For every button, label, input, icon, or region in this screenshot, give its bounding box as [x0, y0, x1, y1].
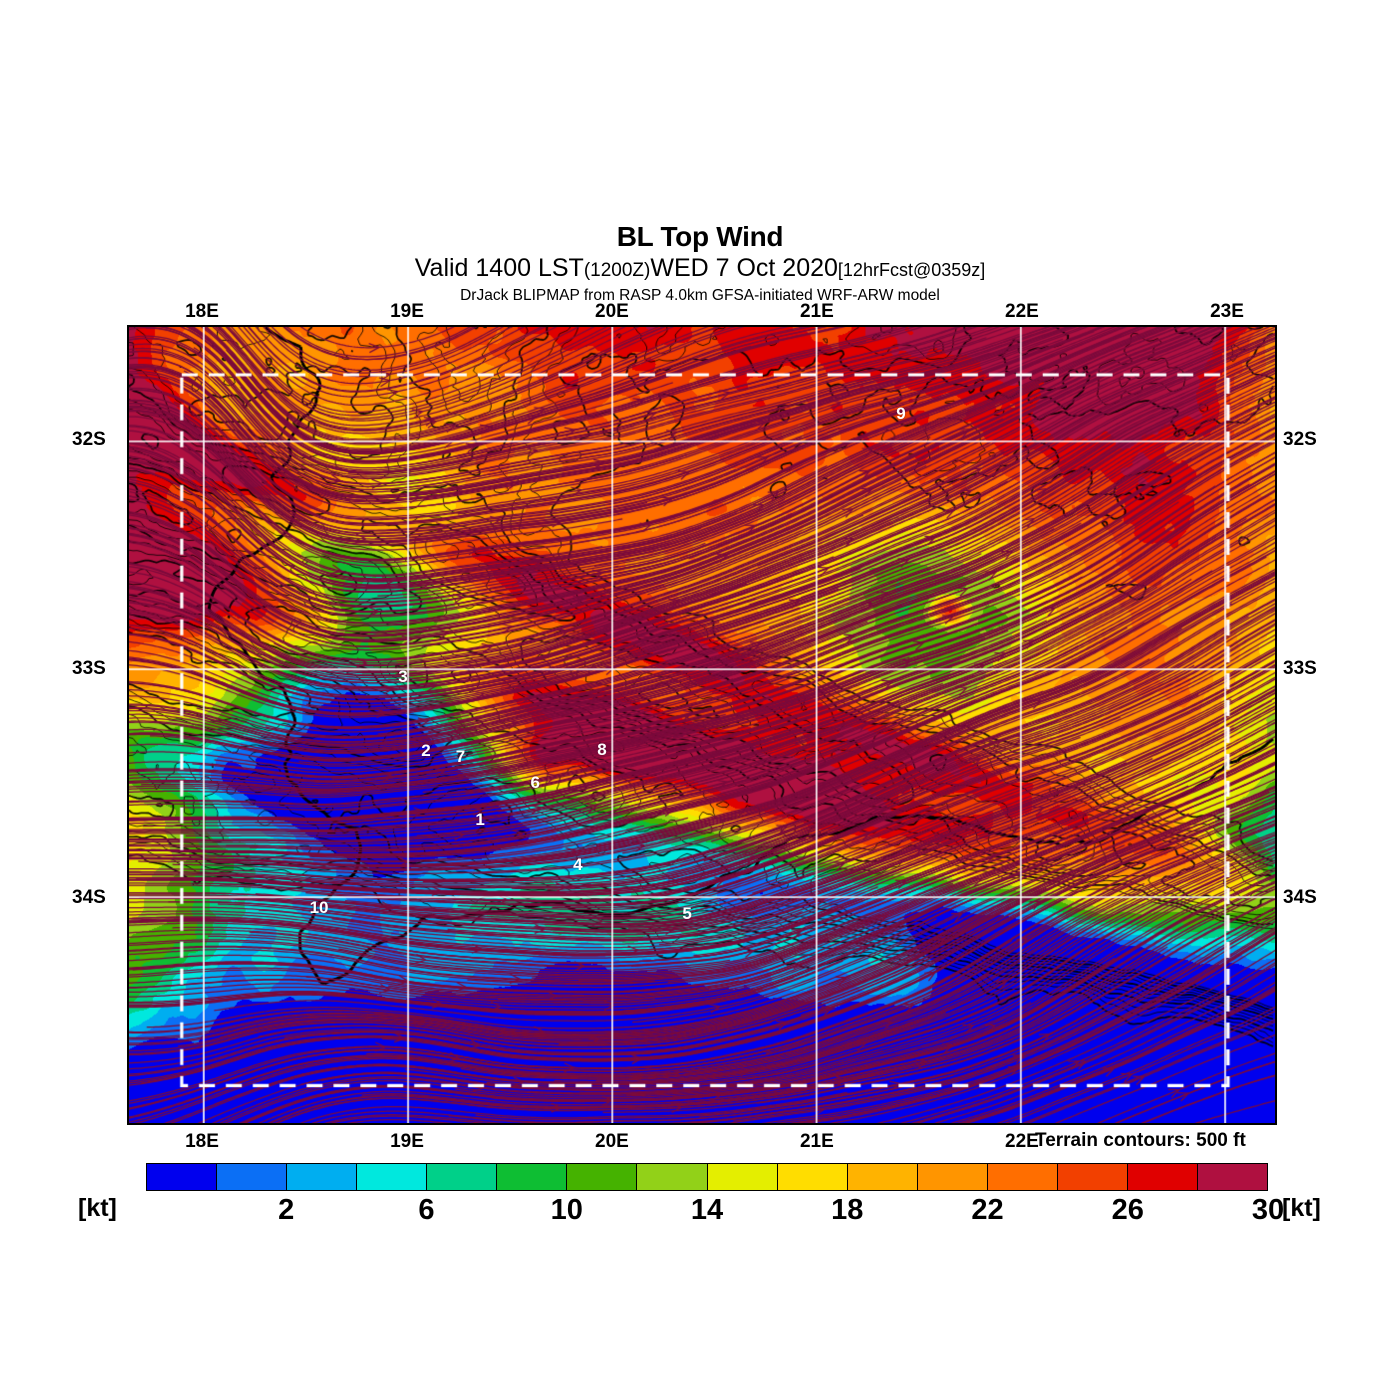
valid-time-utc: (1200Z)	[583, 260, 651, 281]
lon-label-top-0: 18E	[185, 301, 219, 322]
site-marker-8[interactable]: 8	[597, 740, 607, 760]
lon-label-bottom-1: 19E	[390, 1131, 424, 1152]
site-marker-3[interactable]: 3	[398, 667, 408, 686]
lon-label-bottom-4: 22E	[1005, 1131, 1039, 1152]
colorbar-band-8	[707, 1164, 778, 1190]
lat-label-left-1: 33S	[72, 658, 106, 679]
lon-label-bottom-0: 18E	[185, 1131, 219, 1152]
colorbar-bands	[146, 1163, 1268, 1191]
colorbar-band-10	[847, 1164, 918, 1190]
colorbar-tick-14: 14	[690, 1194, 724, 1226]
site-marker-9[interactable]: 9	[896, 404, 906, 424]
colorbar-band-13	[1057, 1164, 1128, 1190]
lat-label-left-2: 34S	[72, 886, 106, 908]
lon-label-top-4: 22E	[1005, 301, 1039, 322]
lat-label-right-0: 32S	[1283, 428, 1317, 450]
lat-label-left-0: 32S	[72, 428, 106, 450]
colorbar-tick-22: 22	[971, 1194, 1004, 1226]
lon-label-top-1: 19E	[390, 301, 424, 322]
lon-label-top-3: 21E	[799, 301, 834, 322]
terrain-contour-note: Terrain contours: 500 ft	[1035, 1130, 1246, 1151]
lon-label-bottom-2: 20E	[595, 1131, 629, 1152]
colorbar-tick-6: 6	[418, 1194, 435, 1226]
colorbar-band-14	[1127, 1164, 1198, 1190]
colorbar-unit-left: [kt]	[78, 1194, 117, 1222]
title-block: BL Top Wind Valid 1400 LST(1200Z)WED 7 O…	[0, 222, 1400, 305]
site-marker-7[interactable]: 7	[455, 747, 466, 766]
lat-label-right-1: 33S	[1283, 658, 1317, 679]
model-credit-line: DrJack BLIPMAP from RASP 4.0km GFSA-init…	[460, 287, 940, 304]
site-marker-1[interactable]: 1	[475, 810, 485, 830]
page-title: BL Top Wind	[616, 221, 784, 252]
colorbar-unit-right: [kt]	[1282, 1194, 1321, 1222]
colorbar-tick-18: 18	[831, 1194, 864, 1226]
wind-field-canvas	[129, 327, 1275, 1123]
colorbar-tick-10: 10	[550, 1194, 583, 1226]
valid-time-line: Valid 1400 LST(1200Z)WED 7 Oct 2020[12hr…	[0, 253, 1400, 286]
colorbar-band-4	[427, 1164, 498, 1190]
wind-speed-colorbar: [kt] [kt] 2 6 10 14 18 22 26 30	[0, 1158, 1400, 1228]
lon-label-bottom-3: 21E	[799, 1131, 834, 1152]
colorbar-band-0	[147, 1164, 218, 1190]
colorbar-band-5	[497, 1164, 568, 1190]
site-marker-5[interactable]: 5	[682, 904, 692, 924]
lat-label-right-2: 34S	[1283, 886, 1317, 908]
site-marker-4[interactable]: 4	[573, 855, 583, 874]
valid-time-prefix: Valid 1400 LST	[414, 254, 584, 282]
colorbar-band-12	[987, 1164, 1058, 1190]
colorbar-band-2	[287, 1164, 358, 1190]
colorbar-band-1	[217, 1164, 288, 1190]
site-marker-10[interactable]: 10	[309, 898, 329, 918]
valid-date: WED 7 Oct 2020	[650, 254, 838, 282]
colorbar-band-11	[917, 1164, 988, 1190]
site-marker-2[interactable]: 2	[421, 741, 431, 760]
colorbar-tick-26: 26	[1111, 1194, 1144, 1226]
lon-label-top-2: 20E	[595, 301, 629, 322]
colorbar-band-9	[777, 1164, 848, 1190]
forecast-map[interactable]	[127, 325, 1277, 1125]
colorbar-tick-30: 30	[1251, 1194, 1285, 1226]
lon-label-top-5: 23E	[1210, 301, 1244, 322]
forecast-tag: [12hrFcst@0359z]	[837, 260, 986, 280]
colorbar-band-6	[567, 1164, 638, 1190]
colorbar-tick-2: 2	[278, 1194, 295, 1226]
colorbar-band-15	[1197, 1164, 1267, 1190]
colorbar-band-7	[637, 1164, 708, 1190]
colorbar-band-3	[357, 1164, 428, 1190]
site-marker-6[interactable]: 6	[530, 773, 540, 792]
